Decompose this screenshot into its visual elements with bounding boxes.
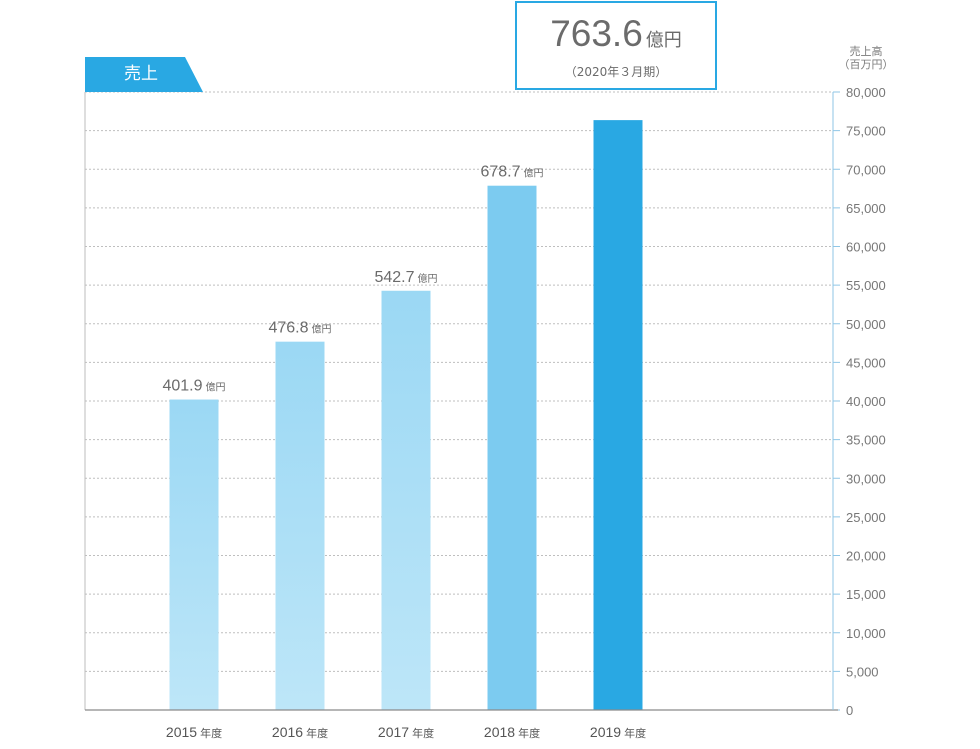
y-tick-label: 55,000 xyxy=(846,278,886,293)
latest-value-callout: 763.6 億円 （2020年３月期） xyxy=(515,1,717,90)
y-tick-label: 5,000 xyxy=(846,664,879,679)
data-label-2016: 476.8 億円 xyxy=(268,320,331,337)
sales-tab: 売上 xyxy=(85,57,203,92)
y-tick-label: 45,000 xyxy=(846,355,886,370)
y-tick-label: 60,000 xyxy=(846,240,886,255)
y-tick-label: 35,000 xyxy=(846,433,886,448)
x-tick-label-2015: 2015 年度 xyxy=(166,724,222,740)
callout-period-note: （2020年３月期） xyxy=(564,65,668,79)
y-axis-title-line1: 売上高 xyxy=(849,45,883,58)
y-tick-label: 75,000 xyxy=(846,124,886,139)
y-tick-label: 0 xyxy=(846,703,853,718)
callout-value: 763.6 xyxy=(550,13,643,54)
y-axis-title: 売上高 （百万円） xyxy=(836,45,896,71)
bar-2019 xyxy=(593,120,643,710)
x-tick-label-2017: 2017 年度 xyxy=(378,724,434,740)
x-tick-label-2016: 2016 年度 xyxy=(272,724,328,740)
y-axis-title-line2: （百万円） xyxy=(838,58,894,71)
x-tick-label-2019: 2019 年度 xyxy=(590,724,646,740)
y-tick-label: 65,000 xyxy=(846,201,886,216)
labels: 401.9 億円 2015 年度 476.8 億円 2016 年度 542.7 億円 2017 年度 6… xyxy=(162,164,646,740)
data-label-2017: 542.7 億円 xyxy=(374,269,437,286)
sales-tab-label: 売上 xyxy=(124,64,158,84)
y-tick-label: 70,000 xyxy=(846,162,886,177)
bars xyxy=(169,120,643,711)
y-tick-label: 30,000 xyxy=(846,471,886,486)
y-tick-label: 40,000 xyxy=(846,394,886,409)
bar-2016 xyxy=(275,341,325,710)
data-label-2015: 401.9 億円 xyxy=(162,378,225,395)
callout-unit: 億円 xyxy=(645,30,682,51)
y-tick-label: 10,000 xyxy=(846,626,886,641)
bar-2017 xyxy=(381,290,431,710)
data-label-2018: 678.7 億円 xyxy=(480,164,543,181)
axes: 0 5,000 10,000 15,000 20,000 25,000 30,000 35,0… xyxy=(84,85,886,718)
bar-2015 xyxy=(169,399,219,710)
y-tick-label: 80,000 xyxy=(846,85,886,100)
y-tick-label: 25,000 xyxy=(846,510,886,525)
x-tick-label-2018: 2018 年度 xyxy=(484,724,540,740)
y-tick-label: 20,000 xyxy=(846,549,886,564)
y-tick-label: 15,000 xyxy=(846,587,886,602)
bar-2018 xyxy=(487,185,537,711)
y-tick-label: 50,000 xyxy=(846,317,886,332)
